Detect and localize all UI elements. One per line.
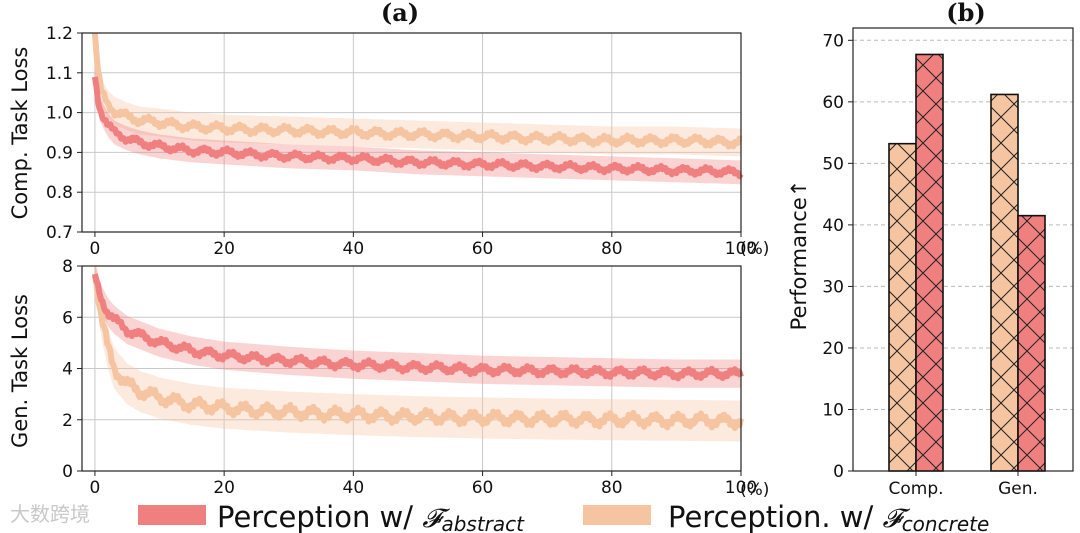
legend-concrete-prefix: Perception. w/	[668, 500, 882, 533]
a-bottom-lines	[91, 273, 744, 432]
series-line-concrete	[91, 275, 744, 432]
panel-b: (b) Performance↑ 0 10 20 30 40 50 60 70 Comp. Gen…	[787, 0, 1074, 499]
band-concrete	[94, 266, 741, 442]
panel-a-title: (a)	[381, 0, 419, 27]
x-tick-label: 20	[213, 478, 235, 498]
bar-concrete	[990, 93, 1019, 472]
panel-a-top: (a) Comp. Task Loss (%) 0 20 40 60 80 1000.70…	[8, 0, 769, 259]
x-tick-label: 60	[472, 478, 494, 498]
y-tick-label: 10	[822, 400, 844, 420]
legend: Perception w/ 𝓕abstract Perception. w/ 𝓕…	[138, 500, 989, 533]
y-tick-label: 0	[62, 462, 73, 482]
bar-concrete	[888, 142, 917, 472]
x-tick-label: 80	[601, 239, 623, 259]
legend-label-abstract: Perception w/ 𝓕abstract	[217, 500, 525, 533]
legend-concrete-subscript: concrete	[902, 512, 990, 533]
legend-swatch-concrete	[583, 505, 651, 525]
x-tick-label: 80	[601, 478, 623, 498]
y-tick-label: 30	[822, 277, 844, 297]
series-line-abstract	[91, 76, 744, 180]
y-tick-label: 0.7	[46, 223, 73, 243]
a-top-ticks: 0 20 40 60 80 100 0.7 0.8 0.9 1.0 1.1 1.2	[46, 24, 757, 259]
y-tick-label: 0.8	[46, 183, 73, 203]
y-tick-label: 0.9	[46, 143, 73, 163]
watermark: 大数跨境	[10, 502, 90, 526]
panel-b-title: (b)	[946, 0, 986, 27]
y-tick-label: 1.2	[46, 24, 73, 44]
y-tick-label: 8	[62, 257, 73, 277]
series-line-concrete	[91, 32, 743, 150]
x-tick-label: 0	[90, 239, 101, 259]
x-tick-label: 20	[213, 239, 235, 259]
y-tick-label: 4	[62, 360, 73, 380]
a-bottom-ticks: 0 20 40 60 80 100 0 2 4 6 8	[62, 257, 757, 498]
x-tick-label: 100	[725, 478, 757, 498]
b-ylabel: Performance↑	[787, 180, 811, 331]
y-tick-label: 1.1	[46, 64, 73, 84]
b-bars	[888, 53, 1046, 472]
a-bottom-x-unit: (%)	[740, 480, 769, 500]
panel-a-bottom: Gen. Task Loss (%) 0 20 40 60 80 100 0 2 4 6 8	[8, 257, 769, 500]
y-tick-label: 1.0	[46, 104, 73, 124]
x-tick-label: 40	[343, 239, 365, 259]
a-bottom-frame	[81, 265, 742, 472]
b-ticks: 0 10 20 30 40 50 60 70 Comp. Gen.	[822, 31, 1038, 499]
a-top-ylabel: Comp. Task Loss	[8, 47, 32, 220]
y-tick-label: 50	[822, 154, 844, 174]
x-tick-label: Gen.	[998, 479, 1038, 499]
legend-swatch-abstract	[138, 505, 206, 525]
x-tick-label: 0	[90, 478, 101, 498]
legend-abstract-subscript: abstract	[441, 512, 525, 533]
y-tick-label: 0	[833, 462, 844, 482]
x-tick-label: 40	[343, 478, 365, 498]
y-tick-label: 2	[62, 411, 73, 431]
a-top-frame	[81, 32, 742, 233]
a-top-x-unit: (%)	[740, 239, 769, 259]
series-line-abstract	[91, 273, 744, 382]
b-frame	[852, 27, 1074, 472]
a-top-lines	[91, 32, 744, 180]
legend-abstract-prefix: Perception w/	[217, 500, 422, 533]
y-tick-label: 20	[822, 339, 844, 359]
y-tick-label: 60	[822, 93, 844, 113]
bar-abstract	[1017, 214, 1046, 472]
x-tick-label: Comp.	[888, 479, 943, 499]
y-tick-label: 70	[822, 31, 844, 51]
y-tick-label: 6	[62, 308, 73, 328]
x-tick-label: 60	[472, 239, 494, 259]
bar-abstract	[915, 53, 944, 472]
x-tick-label: 100	[725, 239, 757, 259]
a-bottom-ylabel: Gen. Task Loss	[8, 294, 32, 448]
legend-label-concrete: Perception. w/ 𝓕concrete	[668, 500, 989, 533]
y-tick-label: 40	[822, 216, 844, 236]
